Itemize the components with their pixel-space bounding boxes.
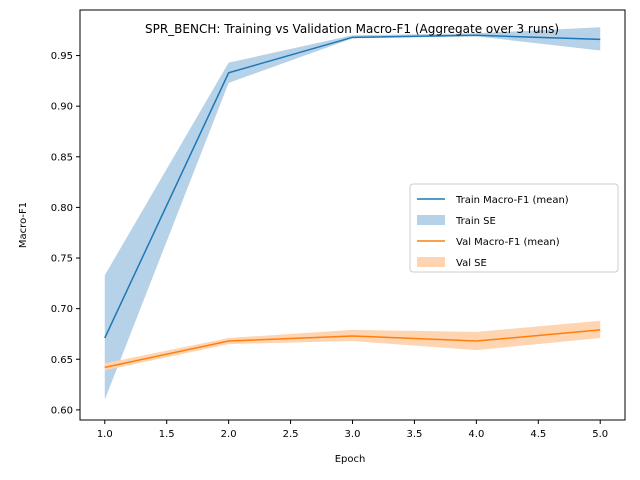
y-tick-label: 0.85 xyxy=(51,152,73,163)
legend-band-swatch xyxy=(417,257,445,267)
x-tick-label: 2.0 xyxy=(221,429,237,440)
x-tick-label: 3.5 xyxy=(406,429,422,440)
line-series-1 xyxy=(104,329,601,369)
legend-box xyxy=(409,183,619,273)
y-tick-label: 0.70 xyxy=(51,304,73,315)
legend-label: Val SE xyxy=(456,258,487,269)
confidence-bands xyxy=(104,27,601,400)
series-lines xyxy=(104,34,601,369)
chart-title: SPR_BENCH: Training vs Validation Macro-… xyxy=(145,22,559,36)
y-axis-ticks: 0.60 0.65 0.70 0.75 0.80 0.85 0.90 0.95 xyxy=(51,51,80,416)
y-tick-label: 0.80 xyxy=(51,203,73,214)
x-axis-ticks: 1.0 1.5 2.0 2.5 3.0 3.5 4.0 4.5 5.0 xyxy=(97,420,608,440)
x-tick-label: 4.0 xyxy=(468,429,484,440)
y-tick-label: 0.95 xyxy=(51,51,73,62)
y-tick-label: 0.65 xyxy=(51,355,73,366)
line-series-0 xyxy=(104,34,601,339)
y-axis-label: Macro-F1 xyxy=(18,202,29,248)
x-tick-label: 1.0 xyxy=(97,429,113,440)
x-tick-label: 3.0 xyxy=(345,429,361,440)
legend: Train Macro-F1 (mean) Train SE Val Macro-F… xyxy=(409,183,619,273)
x-tick-label: 1.5 xyxy=(159,429,175,440)
y-tick-label: 0.90 xyxy=(51,102,73,113)
legend-band-swatch xyxy=(417,215,445,225)
x-tick-label: 2.5 xyxy=(283,429,299,440)
y-tick-label: 0.60 xyxy=(51,405,73,416)
y-tick-label: 0.75 xyxy=(51,254,73,265)
x-tick-label: 5.0 xyxy=(592,429,608,440)
band-series-1 xyxy=(104,320,601,371)
legend-label: Train SE xyxy=(455,216,496,227)
legend-label: Train Macro-F1 (mean) xyxy=(455,195,569,206)
legend-label: Val Macro-F1 (mean) xyxy=(456,237,560,248)
x-axis-label: Epoch xyxy=(335,454,366,465)
x-tick-label: 4.5 xyxy=(530,429,546,440)
